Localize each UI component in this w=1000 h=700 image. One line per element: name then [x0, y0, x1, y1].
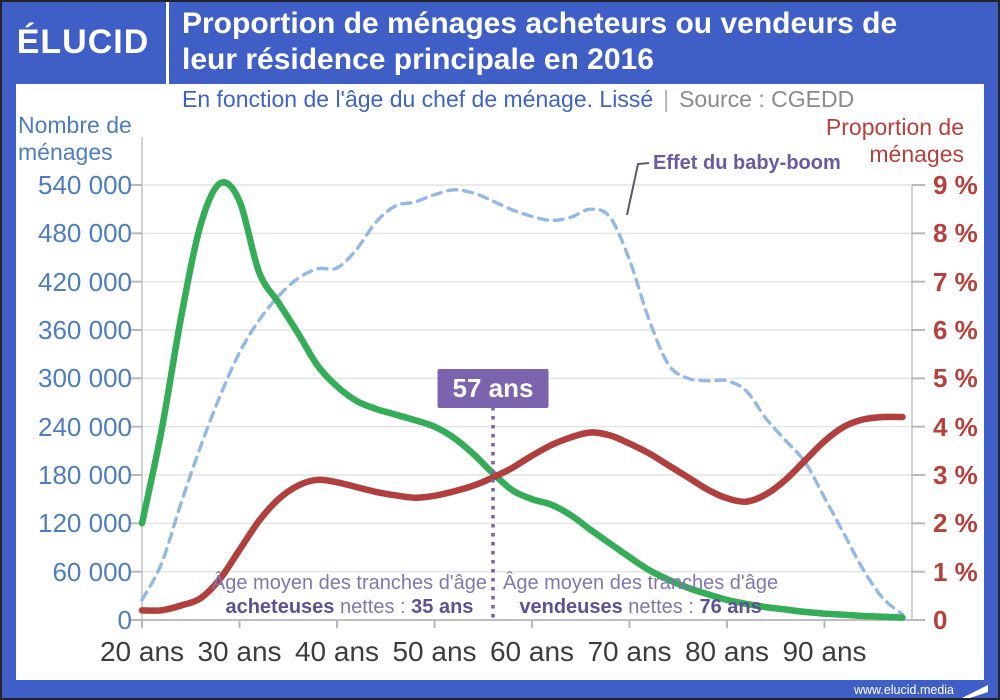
- y-right-tick-label: 6 %: [933, 315, 978, 345]
- source-text: Source : CGEDD: [679, 86, 855, 112]
- chart-subtitle: En fonction de l'âge du chef de ménage. …: [182, 86, 854, 113]
- right-axis-title: Proportion de ménages: [826, 114, 964, 168]
- y-left-tick-label: 0: [117, 605, 132, 635]
- x-tick-label: 30 ans: [197, 636, 282, 667]
- y-left-tick-label: 120 000: [38, 508, 132, 539]
- x-tick-label: 90 ans: [782, 636, 867, 667]
- y-left-tick-label: 60 000: [52, 556, 132, 587]
- y-right-tick-label: 0: [933, 605, 948, 635]
- subtitle-text: En fonction de l'âge du chef de ménage. …: [182, 86, 654, 112]
- series-nombre-de-menages-line: [138, 179, 906, 621]
- baby-boom-annotation: Effet du baby-boom: [653, 152, 841, 174]
- x-tick-label: 20 ans: [99, 636, 185, 667]
- y-left-tick-label: 360 000: [38, 315, 132, 345]
- brand-logo: ÉLUCID: [16, 22, 150, 61]
- y-right-tick-label: 1 %: [933, 556, 978, 587]
- x-tick-label: 60 ans: [489, 636, 575, 667]
- buyers-note: Âge moyen des tranches d'âge acheteuses …: [212, 571, 487, 619]
- left-axis-title-line2: ménages: [18, 139, 113, 165]
- y-left-tick-label: 180 000: [38, 460, 132, 490]
- y-left-tick-label: 300 000: [38, 363, 132, 394]
- sellers-note: Âge moyen des tranches d'âge vendeuses n…: [503, 571, 778, 619]
- buyers-note-line2: acheteuses nettes : 35 ans: [225, 596, 474, 618]
- x-tick-label: 70 ans: [587, 636, 672, 667]
- footer-bar: www.elucid.media: [0, 680, 1000, 700]
- header-separator: [166, 0, 169, 84]
- y-right-tick-label: 7 %: [933, 266, 978, 297]
- x-tick-label: 40 ans: [294, 636, 380, 667]
- y-right-tick-label: 4 %: [933, 411, 978, 442]
- subtitle-divider: |: [663, 86, 670, 112]
- right-axis-title-line2: ménages: [869, 141, 964, 167]
- sellers-note-line1: Âge moyen des tranches d'âge: [503, 572, 779, 594]
- y-right-tick-label: 8 %: [933, 218, 978, 249]
- series-effet-du-baby-boom-line: [140, 188, 905, 617]
- elucid-flag-icon: [962, 684, 988, 698]
- right-axis-title-line1: Proportion de: [825, 114, 964, 140]
- site-url: www.elucid.media: [853, 683, 954, 697]
- y-right-tick-label: 5 %: [933, 363, 978, 394]
- buyers-note-line1: Âge moyen des tranches d'âge: [211, 572, 487, 594]
- sellers-note-line2: vendeuses nettes : 76 ans: [519, 596, 762, 618]
- y-right-tick-label: 9 %: [933, 170, 978, 200]
- baby-boom-callout-line: [626, 162, 650, 216]
- y-left-tick-label: 540 000: [38, 170, 132, 200]
- y-left-tick-label: 420 000: [38, 266, 132, 297]
- y-left-tick-label: 480 000: [38, 218, 132, 249]
- x-tick-label: 80 ans: [684, 636, 770, 667]
- left-axis-title-line1: Nombre de: [18, 112, 132, 138]
- left-border-strip: [0, 84, 16, 680]
- y-right-tick-label: 2 %: [933, 508, 978, 539]
- age-marker-box: 57 ans: [437, 369, 549, 408]
- y-right-tick-label: 3 %: [933, 460, 978, 490]
- x-tick-label: 50 ans: [392, 636, 477, 667]
- chart-title-line2: leur résidence principale en 2016: [182, 43, 654, 76]
- series-proportion-de-menages-line: [138, 413, 906, 614]
- chart-title: Proportion de ménages acheteurs ou vende…: [182, 6, 897, 78]
- chart-title-line1: Proportion de ménages acheteurs ou vende…: [182, 7, 898, 40]
- header-bar: ÉLUCID Proportion de ménages acheteurs o…: [0, 0, 1000, 84]
- y-left-tick-label: 240 000: [38, 411, 132, 442]
- right-border-strip: [984, 84, 1000, 680]
- left-axis-title: Nombre de ménages: [18, 112, 132, 166]
